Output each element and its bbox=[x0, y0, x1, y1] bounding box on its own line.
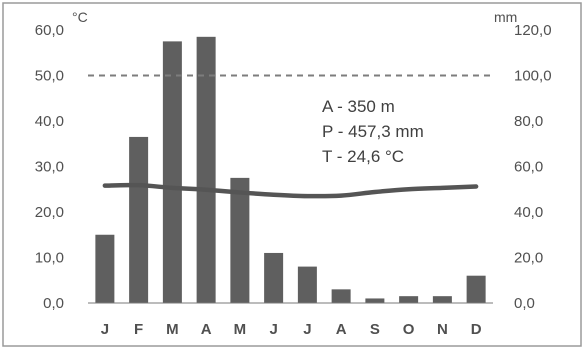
right-tick-label: 0,0 bbox=[514, 295, 535, 312]
precipitation-bars bbox=[95, 36, 486, 303]
precipitation-annotation: P - 457,3 mm bbox=[322, 122, 424, 141]
left-tick-label: 0,0 bbox=[43, 295, 64, 312]
right-tick-label: 20,0 bbox=[514, 250, 543, 267]
right-tick-label: 120,0 bbox=[514, 22, 552, 39]
month-label: D bbox=[471, 321, 482, 338]
month-label: J bbox=[101, 321, 109, 338]
temperature-annotation: T - 24,6 °C bbox=[322, 147, 404, 166]
precipitation-bar bbox=[331, 289, 351, 303]
month-label: F bbox=[134, 321, 143, 338]
month-label: S bbox=[370, 321, 380, 338]
left-tick-label: 10,0 bbox=[35, 250, 64, 267]
temperature-line bbox=[102, 182, 479, 199]
left-tick-label: 60,0 bbox=[35, 22, 64, 39]
left-tick-label: 20,0 bbox=[35, 204, 64, 221]
precipitation-bar bbox=[95, 234, 115, 303]
right-tick-label: 100,0 bbox=[514, 68, 552, 85]
precipitation-bar bbox=[230, 177, 250, 303]
altitude-annotation: A - 350 m bbox=[322, 97, 395, 116]
precipitation-bar bbox=[297, 266, 317, 303]
precipitation-bar bbox=[196, 36, 216, 303]
month-label: M bbox=[166, 321, 179, 338]
precipitation-bar bbox=[432, 296, 452, 303]
left-axis-ticks: 0,0 10,0 20,0 30,0 40,0 50,0 60,0 bbox=[35, 22, 64, 312]
month-label: J bbox=[303, 321, 311, 338]
temperature-line-group bbox=[102, 182, 479, 199]
left-tick-label: 30,0 bbox=[35, 159, 64, 176]
precipitation-bar bbox=[264, 252, 284, 303]
right-tick-label: 40,0 bbox=[514, 204, 543, 221]
chart-frame bbox=[2, 2, 582, 347]
month-label: A bbox=[201, 321, 212, 338]
right-axis-ticks: 0,0 20,0 40,0 60,0 80,0 100,0 120,0 bbox=[514, 22, 552, 312]
right-tick-label: 80,0 bbox=[514, 113, 543, 130]
precipitation-bar bbox=[162, 41, 182, 303]
month-label: N bbox=[437, 321, 448, 338]
month-label: M bbox=[234, 321, 247, 338]
precipitation-bar bbox=[365, 298, 385, 303]
precipitation-bar bbox=[129, 136, 149, 303]
left-tick-label: 40,0 bbox=[35, 113, 64, 130]
left-axis-unit: °C bbox=[72, 9, 88, 25]
right-axis-unit: mm bbox=[494, 9, 517, 25]
left-tick-label: 50,0 bbox=[35, 68, 64, 85]
month-label: J bbox=[269, 321, 277, 338]
station-annotations: A - 350 m P - 457,3 mm T - 24,6 °C bbox=[322, 97, 424, 166]
month-label: O bbox=[403, 321, 415, 338]
month-label: A bbox=[336, 321, 347, 338]
right-tick-label: 60,0 bbox=[514, 159, 543, 176]
precipitation-bar bbox=[399, 296, 419, 303]
precipitation-bar bbox=[466, 275, 486, 303]
